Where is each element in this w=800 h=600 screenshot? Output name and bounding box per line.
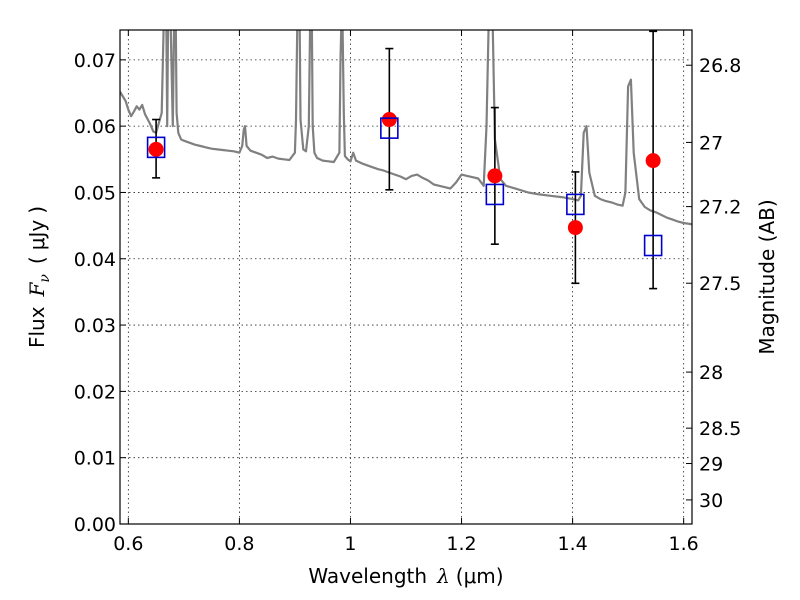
- y2-tick-label: 28: [699, 362, 723, 384]
- observed-point: [567, 220, 583, 236]
- model-square: [380, 117, 399, 139]
- y2-tick-label: 27.5: [699, 273, 741, 295]
- y-tick-label: 0.03: [74, 315, 116, 337]
- y-tick-label: 0.00: [74, 514, 116, 536]
- x-tick-label: 1.4: [557, 533, 587, 555]
- observed-point: [148, 141, 164, 157]
- x-tick-label: 1.6: [669, 533, 699, 555]
- marks-layer: [146, 30, 663, 290]
- x-axis-label: Wavelength λ (μm): [308, 564, 503, 588]
- y2-tick-label: 29: [699, 454, 723, 476]
- model-square: [643, 234, 663, 257]
- x-tick-label: 0.8: [224, 533, 254, 555]
- observed-point: [381, 112, 397, 128]
- observed-point: [645, 153, 661, 169]
- y-tick-label: 0.05: [74, 182, 116, 204]
- model-spectrum-line: [120, 30, 692, 226]
- y-tick-label: 0.06: [74, 116, 116, 138]
- y-tick-label: 0.02: [74, 381, 116, 403]
- y2-tick-label: 27: [699, 132, 723, 154]
- plot-frame: [119, 29, 693, 525]
- y-tick-label: 0.01: [74, 448, 116, 470]
- x-tick-label: 1: [344, 533, 356, 555]
- spectrum-layer: [120, 30, 692, 226]
- model-square: [485, 183, 505, 206]
- ticks-layer: 0.6 0.8 1 1.2 1.4 1.6 0.00 0.01 0.02 0.03 0.04 0.05…: [74, 30, 741, 555]
- y-tick-label: 0.07: [74, 50, 116, 72]
- y-tick-label: 0.04: [74, 249, 116, 271]
- model-square: [566, 193, 585, 216]
- y2-tick-label: 30: [699, 490, 723, 512]
- y2-tick-label: 26.8: [699, 55, 741, 77]
- y2-axis-label: Magnitude (AB): [755, 199, 779, 354]
- observed-point: [487, 168, 503, 184]
- y2-tick-label: 27.2: [699, 197, 741, 219]
- grid: [120, 30, 692, 525]
- y2-tick-label: 28.5: [699, 418, 741, 440]
- x-tick-label: 0.6: [113, 533, 143, 555]
- model-square: [146, 136, 166, 159]
- x-tick-label: 1.2: [446, 533, 476, 555]
- y-axis-label: FluxFν(μJy): [25, 206, 53, 348]
